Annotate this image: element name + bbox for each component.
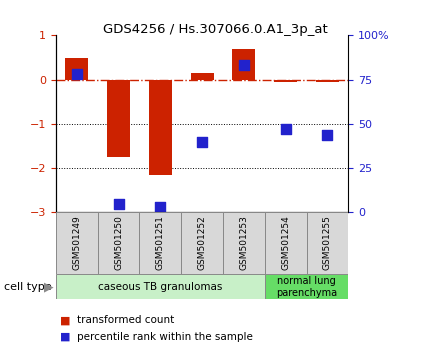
FancyBboxPatch shape (181, 212, 223, 274)
Point (157, 204, 164, 210)
Text: GSM501250: GSM501250 (114, 216, 123, 270)
Text: GSM501252: GSM501252 (198, 216, 206, 270)
Bar (274, 80, 297, 82)
Text: GSM501249: GSM501249 (72, 216, 81, 270)
Text: ■: ■ (60, 332, 71, 342)
FancyBboxPatch shape (56, 274, 265, 299)
Point (74, 72, 80, 77)
Text: GSM501254: GSM501254 (281, 216, 290, 270)
Point (282, 126, 289, 132)
FancyBboxPatch shape (56, 212, 98, 274)
Bar (232, 48, 255, 80)
Bar (190, 73, 214, 80)
Text: GSM501255: GSM501255 (323, 216, 332, 270)
Point (240, 63, 247, 68)
Text: cell type: cell type (4, 282, 52, 292)
Text: normal lung
parenchyma: normal lung parenchyma (276, 276, 337, 298)
FancyBboxPatch shape (98, 212, 139, 274)
Point (115, 201, 122, 206)
FancyBboxPatch shape (223, 212, 265, 274)
Point (324, 132, 331, 137)
Text: GDS4256 / Hs.307066.0.A1_3p_at: GDS4256 / Hs.307066.0.A1_3p_at (103, 23, 327, 36)
Text: GSM501253: GSM501253 (240, 216, 249, 270)
Point (199, 139, 206, 144)
Text: percentile rank within the sample: percentile rank within the sample (77, 332, 253, 342)
Text: caseous TB granulomas: caseous TB granulomas (98, 282, 222, 292)
FancyBboxPatch shape (265, 274, 348, 299)
FancyBboxPatch shape (139, 212, 181, 274)
Text: ▶: ▶ (44, 280, 54, 293)
Bar (107, 80, 130, 157)
FancyBboxPatch shape (265, 212, 307, 274)
Bar (149, 80, 172, 175)
Text: ■: ■ (60, 315, 71, 325)
FancyBboxPatch shape (307, 212, 348, 274)
Bar (65, 57, 88, 80)
Text: transformed count: transformed count (77, 315, 175, 325)
Text: GSM501251: GSM501251 (156, 216, 165, 270)
Bar (316, 80, 339, 82)
